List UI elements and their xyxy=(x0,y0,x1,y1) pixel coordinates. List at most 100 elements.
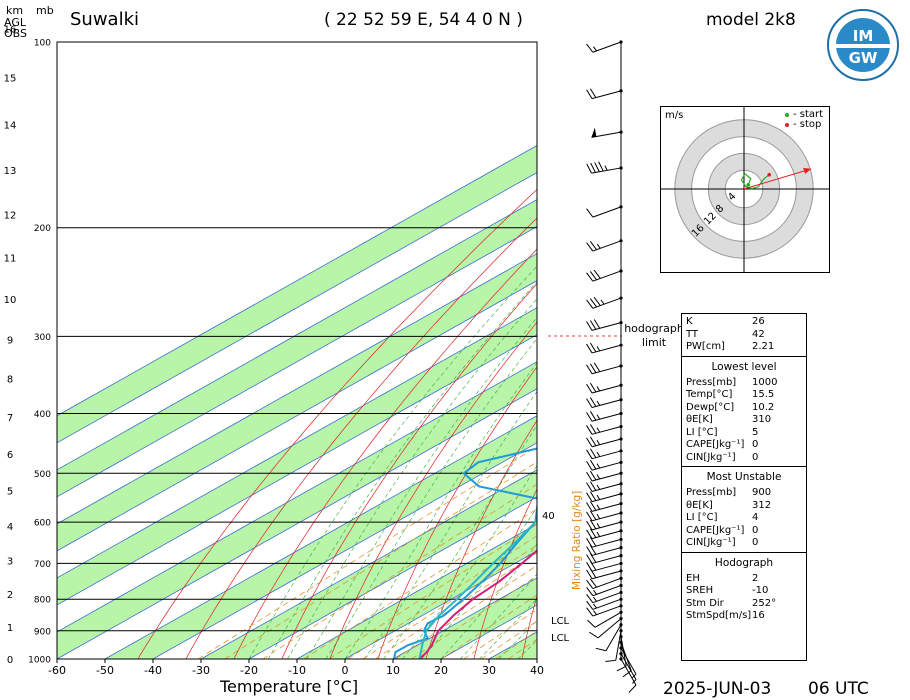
lowest-level-title: Lowest level xyxy=(711,360,777,373)
isotherm-line xyxy=(57,199,537,471)
dry-adiabat xyxy=(329,321,537,659)
dewpoint-profile xyxy=(393,447,537,659)
km-tick-label: 4 xyxy=(7,522,13,533)
dry-adiabat xyxy=(137,188,537,659)
wind-barb xyxy=(586,459,622,471)
km-tick-label: 9 xyxy=(7,335,13,346)
wind-barb xyxy=(586,528,622,540)
index-row: Press[mb] 1000 xyxy=(686,377,802,390)
index-row: CIN[Jkg⁻¹] 0 xyxy=(686,537,802,550)
wind-barb xyxy=(586,319,622,331)
legend-start-dot xyxy=(785,113,789,117)
mixing-ratio-line xyxy=(375,552,537,659)
wind-barb xyxy=(586,470,622,482)
index-key: Dewp[°C] xyxy=(686,401,735,413)
moist-adiabat xyxy=(325,338,537,659)
x-tick-label: -50 xyxy=(96,664,114,677)
index-key: K xyxy=(686,316,693,327)
km-tick-label: 13 xyxy=(4,166,17,177)
lcl-label: LCL xyxy=(551,616,570,627)
index-value: 2 xyxy=(752,572,759,584)
pressure-tick-label: 100 xyxy=(34,39,51,49)
storm-motion-vector xyxy=(743,168,812,190)
km-tick-label: 15 xyxy=(4,73,17,84)
logo-top-text: IM xyxy=(853,27,874,45)
model-name: model 2k8 xyxy=(706,10,796,30)
indices-top: K 26 TT 42 PW[cm] 2.21 xyxy=(682,314,806,357)
hodograph-limit-label: hodograph limit xyxy=(624,322,684,349)
index-key: LI [°C] xyxy=(686,426,718,438)
wind-barb xyxy=(586,269,622,282)
date-label: 2025-JUN-03 xyxy=(663,679,772,699)
wind-barb-point xyxy=(619,130,623,134)
wind-barb xyxy=(586,491,622,503)
km-tick-label: 2 xyxy=(7,590,13,601)
mixing-ratio-line xyxy=(303,508,537,659)
moist-adiabat xyxy=(459,573,537,659)
legend-start: - start xyxy=(793,109,824,120)
index-row: EH 2 xyxy=(686,573,802,586)
index-row: Press[mb] 900 xyxy=(686,487,802,500)
mixing-ratio-line xyxy=(362,544,537,659)
wind-barb xyxy=(586,577,622,590)
index-row: K 26 xyxy=(686,316,802,329)
x-tick-label: -10 xyxy=(288,664,306,677)
wind-barb xyxy=(591,127,622,138)
isotherm-line xyxy=(57,280,537,552)
isotherm-band xyxy=(57,253,537,551)
index-key: SREH xyxy=(686,585,714,596)
hodograph-stop-point xyxy=(767,172,771,177)
index-value: 42 xyxy=(752,328,765,340)
wind-barb xyxy=(586,598,622,610)
indices-lowest-level: Lowest level Press[mb] 1000 Temp[°C] 15.5 De… xyxy=(682,357,806,467)
pressure-tick-label: 700 xyxy=(34,560,51,570)
isotherm-line xyxy=(152,442,537,659)
legend-stop: - stop xyxy=(793,119,822,130)
x-tick-label: -30 xyxy=(192,664,210,677)
isotherm-line xyxy=(57,361,537,633)
moist-adiabat xyxy=(440,543,537,659)
agl-label: AGL xyxy=(4,16,26,29)
pressure-tick-label: 800 xyxy=(34,596,51,606)
isotherm-band xyxy=(57,145,537,443)
wind-barb xyxy=(586,88,622,100)
x-tick-label: 0 xyxy=(342,664,349,677)
index-value: 0 xyxy=(752,524,759,536)
pressure-tick-label: 900 xyxy=(34,627,51,637)
index-row: CAPE[Jkg⁻¹] 0 xyxy=(686,439,802,452)
km-label: km xyxy=(6,4,24,17)
km-tick-label: 6 xyxy=(7,450,13,461)
km-tick-label: 10 xyxy=(4,295,17,306)
index-value: 1000 xyxy=(752,376,778,388)
wind-barb xyxy=(620,642,632,678)
time-label: 06 UTC xyxy=(808,679,869,699)
moist-adiabat xyxy=(287,298,537,659)
dry-adiabat xyxy=(233,248,537,659)
index-key: PW[cm] xyxy=(686,341,725,352)
index-value: 0 xyxy=(752,439,759,450)
km-tick-label: 3 xyxy=(7,556,13,567)
km-tick-label: 11 xyxy=(4,253,17,264)
index-key: CIN[Jkg⁻¹] xyxy=(686,537,736,548)
pressure-tick-label: 300 xyxy=(34,333,51,343)
index-row: LI [°C] 5 xyxy=(686,427,802,440)
most-unstable-title: Most Unstable xyxy=(706,471,782,483)
mixing-ratio-line xyxy=(441,594,537,659)
index-value: 0 xyxy=(752,451,759,463)
temperature-profile xyxy=(418,549,537,659)
wind-barb xyxy=(586,510,622,522)
wind-barb xyxy=(605,630,622,663)
index-row: θE[K] 310 xyxy=(686,414,802,427)
mixing-ratio-line xyxy=(224,461,537,659)
x-tick-label: -40 xyxy=(144,664,162,677)
index-key: Temp[°C] xyxy=(686,389,733,400)
wind-barb xyxy=(586,342,622,354)
index-key: CAPE[Jkg⁻¹] xyxy=(686,439,745,450)
index-value: 16 xyxy=(752,610,765,621)
index-row: StmSpd[m/s] 16 xyxy=(686,610,802,623)
index-value: 5 xyxy=(752,426,759,438)
index-value: -10 xyxy=(752,585,769,596)
wind-barb xyxy=(586,553,622,564)
wind-barb xyxy=(586,424,622,435)
storm-motion-arrowhead xyxy=(803,167,812,174)
